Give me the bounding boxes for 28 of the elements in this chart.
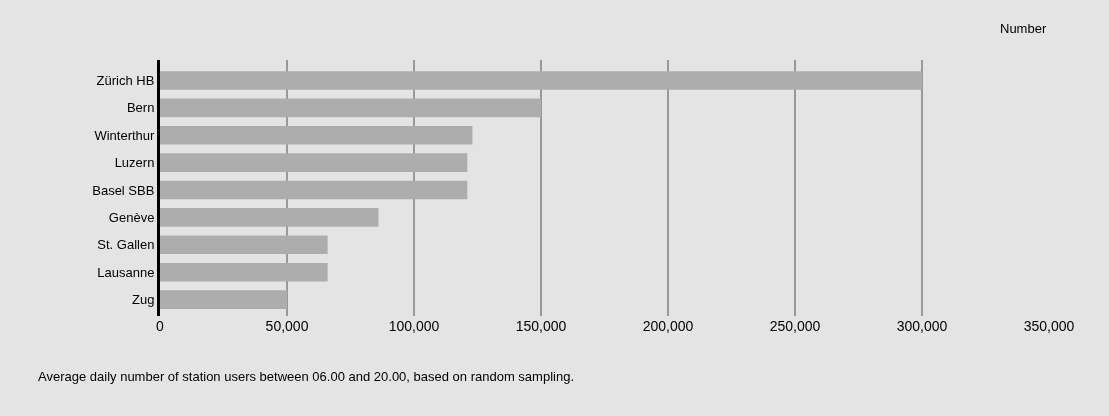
bar <box>160 262 328 282</box>
y-tick-label: Basel SBB <box>92 182 155 198</box>
bar <box>160 290 287 309</box>
bar <box>160 180 468 200</box>
x-tick-label: 150,000 <box>515 318 567 334</box>
bar <box>160 153 468 172</box>
y-tick-label: Zürich HB <box>96 73 155 89</box>
y-tick-label: St. Gallen <box>97 237 155 253</box>
y-tick-label: Winterthur <box>94 127 156 143</box>
x-tick-label: 200,000 <box>642 318 694 334</box>
bar <box>160 71 922 90</box>
x-tick-label: 350,000 <box>1023 318 1075 334</box>
bar <box>160 98 541 118</box>
x-tick-label: 300,000 <box>896 318 948 334</box>
bar <box>160 235 328 255</box>
x-tick-label: 0 <box>156 318 165 334</box>
y-tick-label: Lausanne <box>97 264 155 280</box>
x-tick-label: 250,000 <box>769 318 821 334</box>
x-tick-label: 50,000 <box>265 318 309 334</box>
x-axis-title: Number <box>1000 21 1047 36</box>
y-tick-label: Luzern <box>114 155 155 171</box>
bar <box>160 125 473 145</box>
bar <box>160 208 379 227</box>
y-tick-label: Genève <box>108 209 155 225</box>
y-tick-label: Bern <box>126 100 155 116</box>
x-tick-label: 100,000 <box>388 318 440 334</box>
y-tick-label: Zug <box>131 292 155 308</box>
text: Average daily number of station users between 06.00 and 20.00, based on random sampling. <box>38 369 574 384</box>
